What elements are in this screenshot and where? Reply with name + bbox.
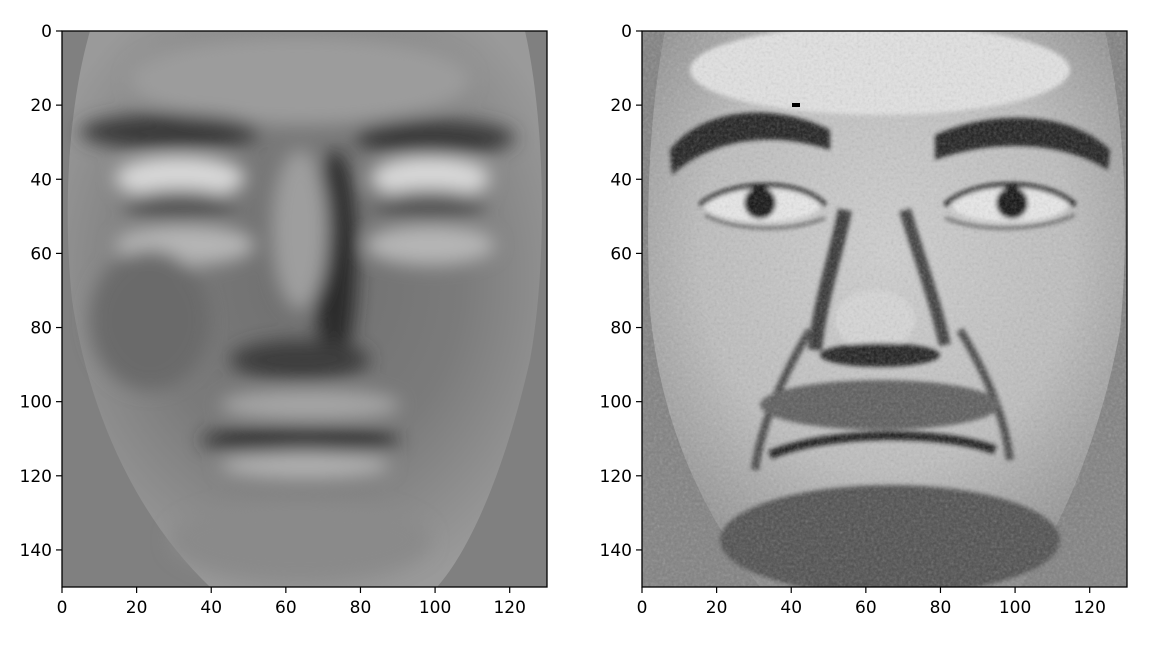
left-upper-lip-highlight: [220, 389, 400, 421]
left-x-tick-label: 0: [57, 598, 68, 618]
left-brow-right: [355, 120, 515, 156]
left-eye-glow-left: [115, 156, 245, 200]
left-mouth: [200, 427, 400, 453]
left-y-tick-label: 40: [30, 170, 52, 190]
right-y-tick-label: 60: [610, 244, 632, 264]
left-lower-lip: [220, 451, 390, 479]
left-x-tick-label: 100: [419, 598, 451, 618]
left-eye-right: [375, 190, 485, 220]
left-y-tick-label: 120: [20, 467, 52, 487]
left-y-tick-label: 100: [20, 393, 52, 413]
left-x-tick-label: 80: [350, 598, 372, 618]
left-axes-frame: [61, 30, 548, 588]
left-y-tick-label: 140: [20, 541, 52, 561]
left-x-tick-label: 120: [493, 598, 525, 618]
axis-ticks: 0 20 40 60 80 100 120 0 20 40 60 80 100 120 140 0 20 40 60…: [20, 22, 1106, 618]
right-x-tick-label: 60: [855, 598, 877, 618]
left-x-tick-label: 60: [275, 598, 297, 618]
right-y-tick-label: 80: [610, 319, 632, 339]
left-brow-left: [80, 114, 260, 150]
right-x-tick-label: 80: [930, 598, 952, 618]
right-x-tick-label: 20: [706, 598, 728, 618]
right-x-tick-label: 120: [1073, 598, 1105, 618]
right-axes-frame: [641, 30, 1128, 588]
left-eye-left: [125, 190, 235, 220]
left-cheek-shadow-left: [90, 250, 210, 390]
right-x-tick-label: 40: [780, 598, 802, 618]
right-face-texture: [642, 31, 1127, 587]
left-x-tick-label: 40: [200, 598, 222, 618]
right-x-tick-label: 0: [637, 598, 648, 618]
left-forehead-highlight: [130, 35, 470, 125]
right-x-tick-label: 100: [999, 598, 1031, 618]
right-y-tick-label: 120: [600, 467, 632, 487]
right-y-tick-label: 100: [600, 393, 632, 413]
left-y-tick-label: 60: [30, 244, 52, 264]
right-image-panel: [642, 31, 1127, 587]
right-y-tick-label: 140: [600, 541, 632, 561]
right-small-mark: [792, 103, 800, 107]
left-eye-glow-right: [370, 156, 490, 200]
left-y-tick-label: 0: [41, 22, 52, 42]
left-nose-bridge: [272, 150, 328, 310]
left-chin: [170, 500, 430, 580]
right-y-tick-label: 40: [610, 170, 632, 190]
right-y-tick-label: 20: [610, 96, 632, 116]
left-nostril: [230, 340, 370, 380]
left-image-panel: [62, 31, 547, 587]
left-eye-under-right: [365, 225, 495, 265]
left-x-tick-label: 20: [126, 598, 148, 618]
right-y-tick-label: 0: [621, 22, 632, 42]
left-y-tick-label: 20: [30, 96, 52, 116]
left-y-tick-label: 80: [30, 319, 52, 339]
